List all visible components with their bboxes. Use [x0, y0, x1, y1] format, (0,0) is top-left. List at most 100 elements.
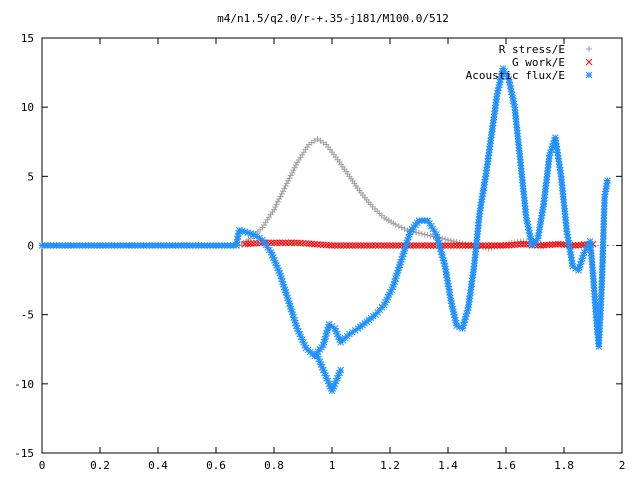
data-point: [282, 239, 289, 247]
data-point: [308, 240, 316, 248]
data-point: [448, 300, 455, 307]
data-point: [290, 239, 298, 247]
data-point: [415, 242, 423, 249]
data-point: [340, 242, 347, 249]
data-point: [491, 242, 498, 249]
series-2: [38, 65, 611, 395]
data-point: [392, 221, 399, 228]
data-point: [293, 239, 301, 247]
data-point: [450, 238, 457, 245]
x-tick-label: 1: [329, 459, 336, 472]
data-point: [272, 203, 279, 210]
y-tick-label: 10: [21, 101, 34, 114]
y-tick-label: 15: [21, 32, 34, 45]
data-point: [292, 162, 299, 169]
data-point: [401, 225, 408, 232]
data-point: [575, 241, 582, 249]
data-point: [424, 242, 432, 249]
data-point: [337, 366, 345, 374]
data-point: [383, 242, 391, 249]
data-point: [241, 240, 249, 248]
data-point: [456, 242, 463, 249]
x-tick-label: 1.8: [554, 459, 574, 472]
data-point: [377, 242, 385, 249]
data-point: [286, 175, 293, 182]
data-point: [277, 193, 284, 200]
data-point: [311, 240, 318, 248]
data-point: [421, 231, 428, 238]
series-1: [241, 239, 597, 249]
data-point: [363, 242, 371, 249]
chart-title: m4/n1.5/q2.0/r-+.35-j181/M100.0/512: [217, 12, 449, 25]
y-axis: 15 10 5 0 -5 -10 -15: [14, 32, 622, 460]
data-point: [546, 241, 553, 249]
x-axis: 0 0.2 0.4 0.6 0.8 1 1.2 1.4 1.6 1.8 2: [39, 38, 626, 472]
series-0: [236, 135, 596, 252]
data-point: [290, 167, 297, 174]
data-point: [392, 242, 400, 249]
data-point: [453, 242, 461, 249]
data-point: [485, 242, 492, 249]
data-point: [464, 242, 472, 249]
data-point: [427, 232, 434, 239]
x-tick-label: 2: [619, 459, 626, 472]
data-point: [280, 188, 287, 195]
data-point: [412, 242, 420, 249]
data-point: [445, 236, 451, 243]
data-point: [244, 240, 252, 248]
data-point: [511, 241, 519, 249]
data-point: [276, 239, 284, 247]
data-point: [375, 242, 382, 249]
x-tick-label: 1.4: [438, 459, 458, 472]
data-point: [360, 242, 368, 249]
x-tick-label: 1.2: [380, 459, 400, 472]
data-point: [540, 241, 548, 249]
data-point: [287, 172, 294, 179]
data-point: [372, 242, 379, 249]
data-point: [444, 242, 452, 249]
x-tick-label: 0.6: [206, 459, 226, 472]
data-point: [505, 241, 513, 249]
y-tick-label: 5: [27, 170, 34, 183]
data-point: [354, 242, 362, 249]
data-point: [282, 183, 289, 190]
data-point: [346, 242, 353, 249]
data-point: [281, 185, 288, 192]
data-point: [450, 242, 458, 249]
data-point: [386, 242, 394, 249]
data-point: [395, 223, 402, 230]
data-point: [493, 242, 501, 249]
data-point: [421, 242, 429, 249]
legend: R stress/E G work/E Acoustic flux/E: [466, 43, 593, 82]
data-point: [288, 239, 295, 247]
data-point: [380, 242, 388, 249]
data-point: [314, 240, 321, 248]
data-point: [482, 242, 490, 249]
data-point: [302, 240, 310, 247]
data-point: [274, 198, 281, 205]
data-point: [276, 196, 283, 203]
data-point: [369, 242, 376, 249]
data-point: [337, 242, 345, 249]
legend-label-r-stress: R stress/E: [499, 43, 565, 56]
data-point: [270, 239, 278, 247]
data-point: [554, 240, 562, 248]
data-point: [325, 241, 333, 249]
y-tick-label: -15: [14, 447, 34, 460]
data-point: [285, 239, 292, 247]
data-point: [271, 206, 277, 213]
data-point: [296, 239, 304, 247]
data-point: [305, 240, 313, 248]
x-tick-label: 0.8: [264, 459, 284, 472]
data-point: [343, 242, 350, 249]
data-point: [389, 242, 397, 249]
data-point: [572, 242, 579, 249]
data-point: [317, 241, 324, 248]
data-point: [299, 239, 307, 247]
x-tick-label: 1.6: [496, 459, 516, 472]
legend-label-acoustic-flux: Acoustic flux/E: [466, 69, 565, 82]
data-point: [328, 242, 336, 249]
x-tick-label: 0.2: [90, 459, 110, 472]
data-point: [441, 242, 449, 249]
